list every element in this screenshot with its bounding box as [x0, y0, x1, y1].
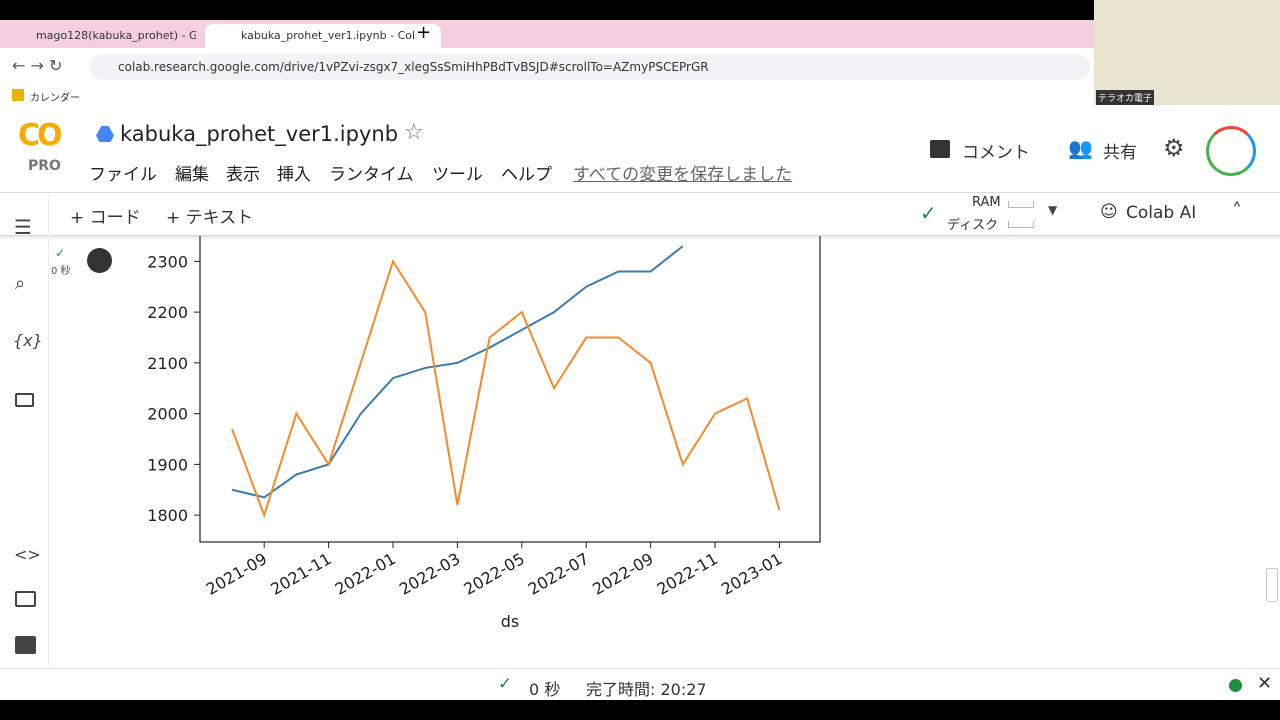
menu-item[interactable]: ファイル — [89, 165, 157, 185]
scrollbar[interactable] — [1266, 568, 1278, 602]
menu-item[interactable]: 編集 — [175, 165, 209, 185]
notebook-title[interactable]: kabuka_prohet_ver1.ipynb — [120, 122, 399, 146]
x-tick-label: 2022-03 — [396, 549, 463, 599]
comment-icon — [930, 140, 950, 158]
plot-area: 1800 1900 2000 2100 2200 2300 — [147, 236, 821, 543]
share-icon: 👥 — [1068, 136, 1093, 160]
colab-ai-button[interactable]: Colab AI — [1126, 203, 1197, 223]
collapse-button[interactable]: ˄ — [1232, 199, 1242, 223]
y-tick-label: 2300 — [147, 252, 188, 271]
tab-strip: mago128(kabuka_prohet) - Goo kabuka_proh… — [0, 20, 1280, 48]
menu-item[interactable]: ランタイム — [329, 165, 414, 185]
webcam-overlay: テラオカ電子 — [1094, 0, 1280, 105]
x-tick-label: 2022-01 — [332, 549, 399, 599]
top-bar — [0, 0, 1280, 20]
search-icon[interactable]: ⌕ — [15, 273, 26, 294]
plan: PRO — [28, 158, 61, 174]
terminal-icon[interactable] — [15, 636, 36, 654]
cell-check: ✓ — [55, 246, 66, 260]
toolbar: + コード + テキスト ✓ RAM ディスク ▼ ☺ Colab AI ˄ — [0, 193, 1280, 236]
bottom-bar — [0, 700, 1280, 720]
menu-item[interactable]: ツール — [432, 165, 483, 185]
plot-frame — [199, 236, 821, 543]
status-check: ✓ — [498, 674, 513, 694]
url-field[interactable]: colab.research.google.com/drive/1vPZvi-z… — [90, 54, 1090, 80]
status-done: 完了時間: 20:27 — [586, 680, 707, 699]
sidebar: ☰ ⌕ {x} <> — [0, 193, 49, 668]
bookmark-icon — [12, 89, 24, 101]
close-status[interactable]: ✕ — [1257, 673, 1273, 694]
x-tick-label: 2021-11 — [267, 549, 334, 599]
series-line — [231, 245, 684, 499]
y-tick-label: 1800 — [147, 506, 188, 525]
variables-icon[interactable]: {x} — [13, 331, 43, 350]
webcam-label: テラオカ電子 — [1096, 90, 1155, 105]
star[interactable]: ☆ — [404, 120, 424, 145]
files-icon[interactable] — [15, 393, 34, 407]
series-line — [231, 259, 781, 519]
avatar[interactable] — [1206, 126, 1256, 176]
menu-item[interactable]: 表示 — [226, 165, 260, 185]
address-bar: ← → ↻ colab.research.google.com/drive/1v… — [0, 48, 1280, 85]
x-tick-label: 2023-01 — [718, 549, 785, 599]
logo: CO — [18, 118, 62, 153]
bookmark[interactable]: カレンダー — [30, 93, 80, 104]
add-code[interactable]: + コード — [70, 208, 141, 228]
run-button[interactable] — [87, 248, 112, 273]
comment-button[interactable]: コメント — [962, 143, 1030, 163]
menu-item[interactable]: 挿入 — [277, 165, 311, 185]
y-tick-label: 2200 — [147, 303, 188, 322]
new-tab-button[interactable]: + — [416, 22, 432, 43]
colab-header: CO PRO kabuka_prohet_ver1.ipynb ☆ ファイル 編… — [0, 110, 1280, 193]
y-tick-label: 2100 — [147, 354, 188, 373]
browser-tab[interactable]: kabuka_prohet_ver1.ipynb - Col — [205, 24, 441, 48]
x-tick-label: 2022-11 — [654, 549, 721, 599]
colab-ai-icon: ☺ — [1100, 202, 1118, 222]
connection-dot — [1229, 679, 1242, 692]
ram-label: RAM — [972, 195, 1001, 210]
browser-tab[interactable]: mago128(kabuka_prohet) - Goo — [36, 29, 196, 42]
x-tick-label: 2022-05 — [460, 549, 527, 599]
ram-meter — [1008, 201, 1034, 208]
x-tick-label: 2022-07 — [525, 549, 592, 599]
share-button[interactable]: 共有 — [1103, 143, 1137, 163]
x-axis-label: ds — [501, 612, 520, 631]
y-tick-label: 1900 — [147, 455, 188, 474]
snippets-icon[interactable]: <> — [14, 545, 41, 564]
settings[interactable]: ⚙ — [1163, 134, 1185, 162]
save-status[interactable]: すべての変更を保存しました — [573, 165, 793, 185]
command-icon[interactable] — [15, 591, 36, 607]
resource-dropdown[interactable]: ▼ — [1048, 203, 1058, 217]
connected-check: ✓ — [920, 201, 937, 225]
disk-meter — [1008, 221, 1034, 228]
toc-icon[interactable]: ☰ — [14, 215, 32, 239]
menu-item[interactable]: ヘルプ — [501, 165, 552, 185]
status-bar: ✓ 0 秒 完了時間: 20:27 ✕ — [0, 668, 1280, 701]
x-tick-label: 2021-09 — [203, 549, 270, 599]
drive-icon — [96, 126, 114, 142]
nav-buttons[interactable]: ← → ↻ — [12, 56, 63, 75]
disk-label: ディスク — [947, 218, 999, 233]
y-tick-label: 2000 — [147, 405, 188, 424]
cell-time: 0 秒 — [51, 266, 71, 277]
status-time: 0 秒 — [529, 680, 561, 699]
add-text[interactable]: + テキスト — [166, 208, 254, 228]
x-tick-label: 2022-09 — [589, 549, 656, 599]
